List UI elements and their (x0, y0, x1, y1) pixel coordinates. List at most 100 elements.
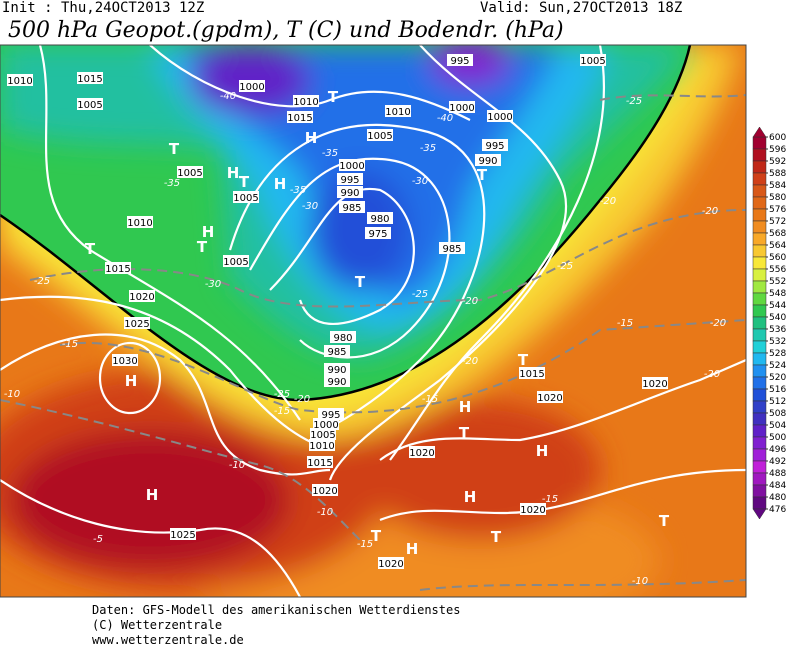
isobar-label: 1020 (312, 486, 337, 497)
isobar-label-bg (475, 154, 501, 166)
isobar-label-bg (307, 456, 333, 468)
temperature-label: -15 (357, 539, 373, 550)
isobar-label: 1010 (385, 107, 410, 118)
isobar-label-bg (309, 439, 335, 451)
footer-source: Daten: GFS-Modell des amerikanischen Wet… (92, 603, 460, 617)
temperature-label: -15 (542, 494, 558, 505)
isobar-label: 1005 (77, 100, 102, 111)
temperature-label: -20 (600, 196, 616, 207)
colorbar-tick-label: 500 (769, 433, 786, 443)
pressure-center: T (518, 351, 529, 369)
map-title: 500 hPa Geopot.(gpdm), T (C) und Bodendr… (8, 18, 564, 43)
colorbar-swatch (752, 412, 767, 426)
temperature-label: -20 (294, 394, 310, 405)
pressure-center: T (169, 140, 180, 158)
temperature-label: -15 (617, 318, 633, 329)
isobar-label: 1025 (170, 530, 195, 541)
temperature-label: -25 (34, 276, 50, 287)
pressure-center: T (459, 424, 470, 442)
isobar-label: 1005 (177, 168, 202, 179)
isobar-label: 1010 (293, 97, 318, 108)
pressure-center: H (274, 175, 287, 193)
colorbar-swatch (752, 496, 767, 510)
isobar-label-bg (367, 212, 393, 224)
isobar-label-bg (365, 227, 391, 239)
isobar-label: 985 (342, 203, 361, 214)
isobar-label: 1020 (129, 292, 154, 303)
isobar-label-bg (378, 557, 404, 569)
isobar-label-bg (239, 80, 265, 92)
isobar-label-bg (487, 110, 513, 122)
isobar-label-bg (337, 173, 363, 185)
colorbar-tick-label: 492 (769, 457, 786, 467)
isobar-label: 990 (478, 156, 497, 167)
colorbar-swatch (752, 220, 767, 234)
isobar-label-bg (537, 391, 563, 403)
isobar-label: 1020 (537, 393, 562, 404)
colorbar-tick-label: 568 (769, 229, 786, 239)
isobar-label-bg (324, 363, 350, 375)
isobar-label: 1015 (105, 264, 130, 275)
isobar-label: 975 (368, 229, 387, 240)
isobar-label-bg (318, 408, 344, 420)
isobar-label: 1000 (239, 82, 264, 93)
isobar-label: 1015 (77, 74, 102, 85)
colorbar-swatch (752, 196, 767, 210)
colorbar-tick-label: 572 (769, 217, 786, 227)
colorbar-tick-label: 540 (769, 313, 786, 323)
colorbar-swatch (752, 256, 767, 270)
isobar-label: 1015 (519, 369, 544, 380)
pressure-center: H (464, 488, 477, 506)
colorbar-swatch (752, 436, 767, 450)
temperature-label: -10 (4, 389, 20, 400)
pressure-center: T (659, 512, 670, 530)
colorbar-swatch (752, 364, 767, 378)
isobar-label-bg (124, 317, 150, 329)
isobar-label: 1000 (487, 112, 512, 123)
colorbar-tick-label: 556 (769, 265, 786, 275)
colorbar-swatch (752, 160, 767, 174)
isobar-label-bg (447, 54, 473, 66)
colorbar-swatch (752, 472, 767, 486)
temperature-label: -15 (274, 406, 290, 417)
isobar-label-bg (482, 139, 508, 151)
temperature-label: -15 (422, 394, 438, 405)
isobar-label: 990 (327, 377, 346, 388)
colorbar-swatch (752, 340, 767, 354)
colorbar-swatch (752, 316, 767, 330)
colorbar-swatch (752, 136, 767, 150)
colorbar-tick-label: 532 (769, 337, 786, 347)
temperature-label: -30 (412, 176, 428, 187)
pressure-center: T (197, 238, 208, 256)
isobar-label-bg (7, 74, 33, 86)
isobar-label-bg (170, 528, 196, 540)
isobar-label-bg (112, 354, 138, 366)
colorbar-tick-label: 484 (769, 481, 786, 491)
colorbar-tick-label: 552 (769, 277, 786, 287)
colorbar-tick-label: 580 (769, 193, 786, 203)
isobar-label: 1020 (378, 559, 403, 570)
pressure-center: H (227, 164, 240, 182)
temperature-label: -30 (302, 201, 318, 212)
temperature-label: -40 (220, 91, 236, 102)
map-frame (0, 44, 747, 598)
colorbar-swatch (752, 328, 767, 342)
colorbar-swatch (752, 376, 767, 390)
isobar-label: 985 (327, 347, 346, 358)
pressure-center: T (371, 527, 382, 545)
temperature-label: -10 (229, 460, 245, 471)
isobar-label: 1020 (520, 505, 545, 516)
isobar-label-bg (367, 129, 393, 141)
colorbar-tick-label: 524 (769, 361, 786, 371)
pressure-center: T (239, 173, 250, 191)
colorbar-tick-label: 564 (769, 241, 786, 251)
isobar-label: 995 (321, 410, 340, 421)
isobar-label-bg (324, 375, 350, 387)
isobar-label: 1000 (449, 103, 474, 114)
isobar-label-bg (313, 418, 339, 430)
pressure-center: T (477, 166, 488, 184)
isobar-label: 1010 (309, 441, 334, 452)
colorbar-tick-label: 592 (769, 157, 786, 167)
isobar-label-bg (449, 101, 475, 113)
pressure-center: H (125, 372, 138, 390)
